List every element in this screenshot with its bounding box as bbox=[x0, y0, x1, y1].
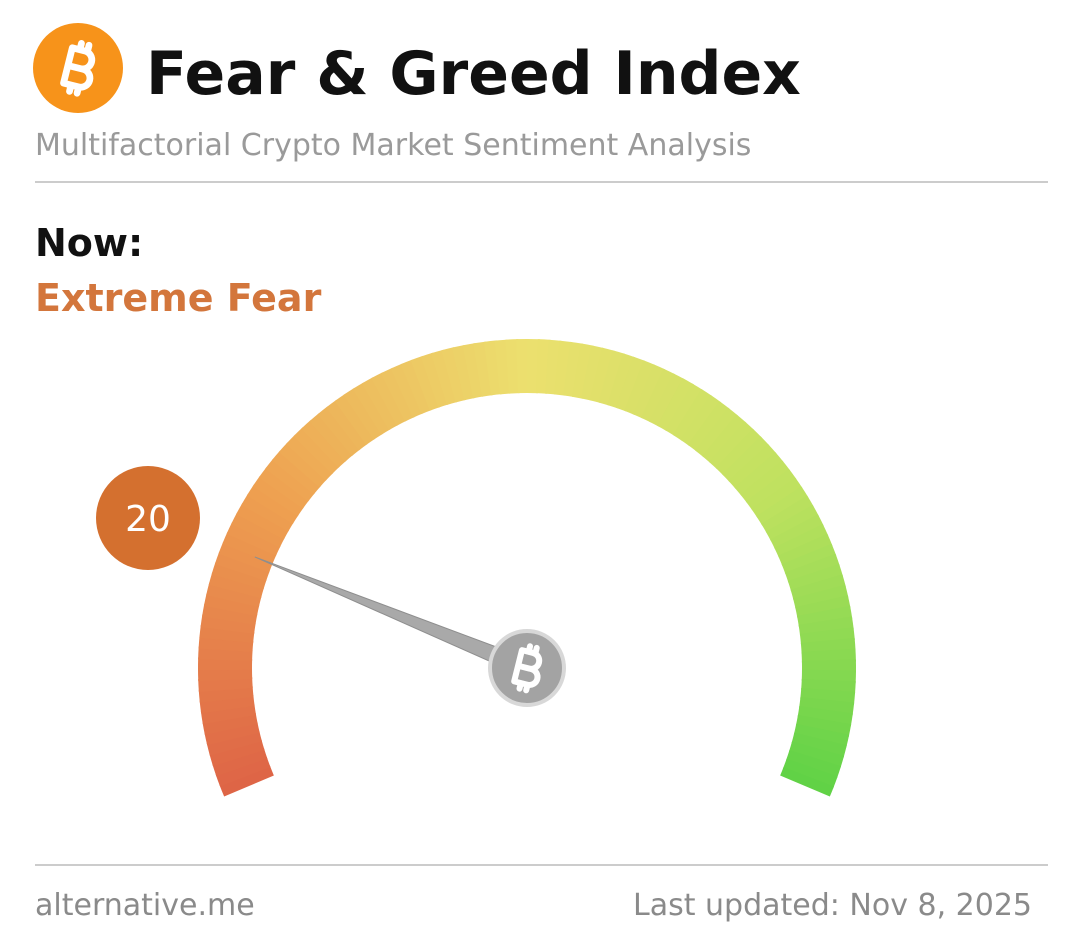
subtitle: Multifactorial Crypto Market Sentiment A… bbox=[35, 128, 751, 163]
bitcoin-glyph bbox=[60, 40, 96, 97]
value-label: 20 bbox=[125, 499, 171, 540]
title: Fear & Greed Index bbox=[146, 39, 801, 109]
logo-symbol bbox=[60, 40, 96, 97]
last-updated: Last updated: Nov 8, 2025 bbox=[633, 888, 1032, 923]
bitcoin-glyph bbox=[511, 643, 543, 694]
classification: Extreme Fear bbox=[35, 276, 322, 320]
value-bubble bbox=[96, 466, 200, 570]
gauge: 20 bbox=[96, 339, 856, 797]
source: alternative.me bbox=[35, 888, 255, 923]
needle bbox=[254, 556, 532, 677]
gauge-band bbox=[780, 766, 834, 797]
now-label: Now: bbox=[35, 221, 143, 265]
